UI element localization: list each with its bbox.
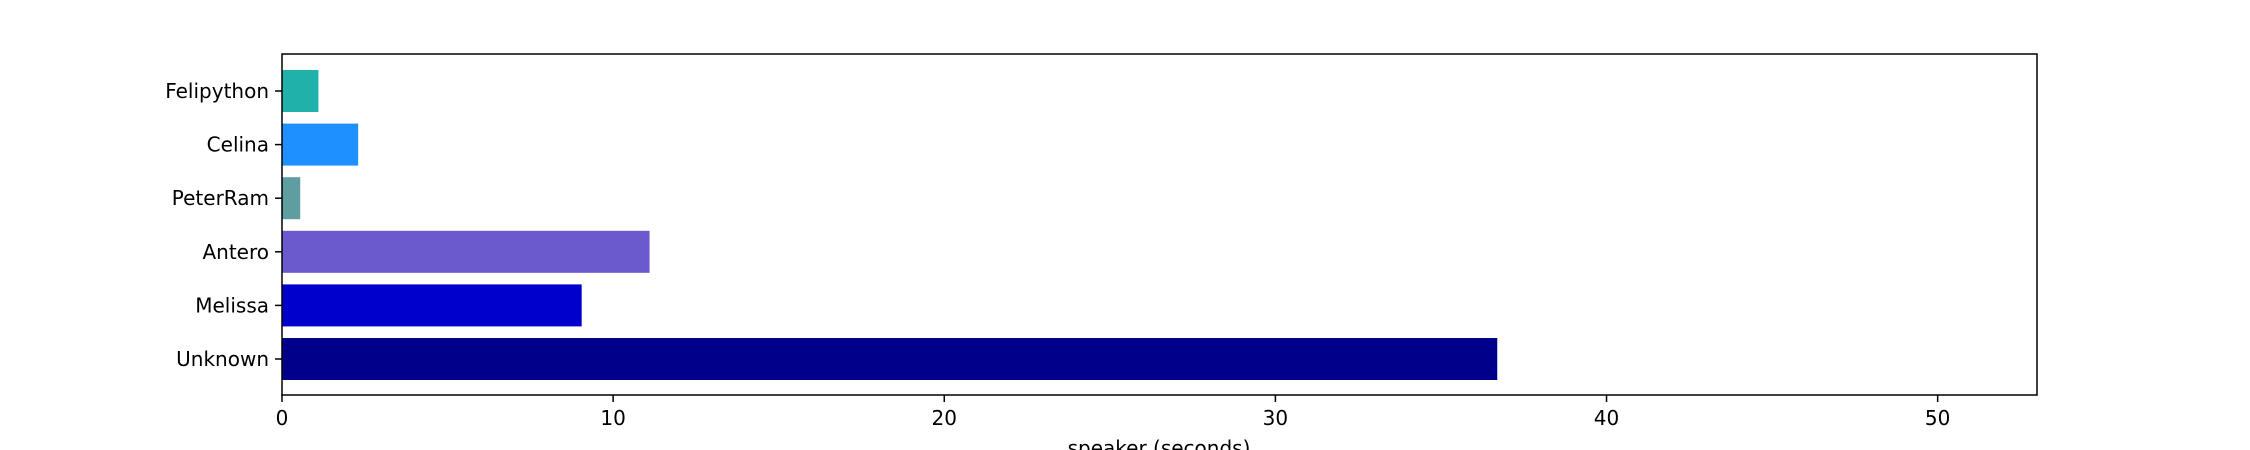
bar-celina (282, 123, 359, 166)
y-axis-ticks: Felipython Celina PeterRam Antero Melissa Unk… (165, 79, 282, 371)
bar-unknown (282, 338, 1498, 380)
y-tick-label-antero: Antero (202, 240, 269, 264)
y-tick-label-felipython: Felipython (165, 79, 269, 103)
plot-frame (281, 53, 2038, 396)
x-tick-label: 10 (600, 406, 625, 430)
bar-antero (282, 230, 650, 273)
bar-peterram (282, 177, 301, 220)
y-tick-label-unknown: Unknown (176, 347, 269, 371)
bar-melissa (282, 284, 582, 327)
y-tick-label-peterram: PeterRam (172, 186, 269, 210)
x-tick-label: 50 (1925, 406, 1950, 430)
x-tick-label: 30 (1263, 406, 1288, 430)
bar-felipython (282, 70, 319, 112)
x-axis-ticks: 0 10 20 30 40 50 (276, 395, 1950, 430)
bars-layer (282, 70, 1498, 380)
x-tick-label: 0 (276, 406, 289, 430)
x-tick-label: 20 (932, 406, 957, 430)
x-axis-label: speaker (seconds) (1068, 436, 1251, 450)
x-tick-label: 40 (1594, 406, 1619, 430)
y-tick-label-celina: Celina (207, 133, 269, 157)
y-tick-label-melissa: Melissa (195, 293, 269, 317)
